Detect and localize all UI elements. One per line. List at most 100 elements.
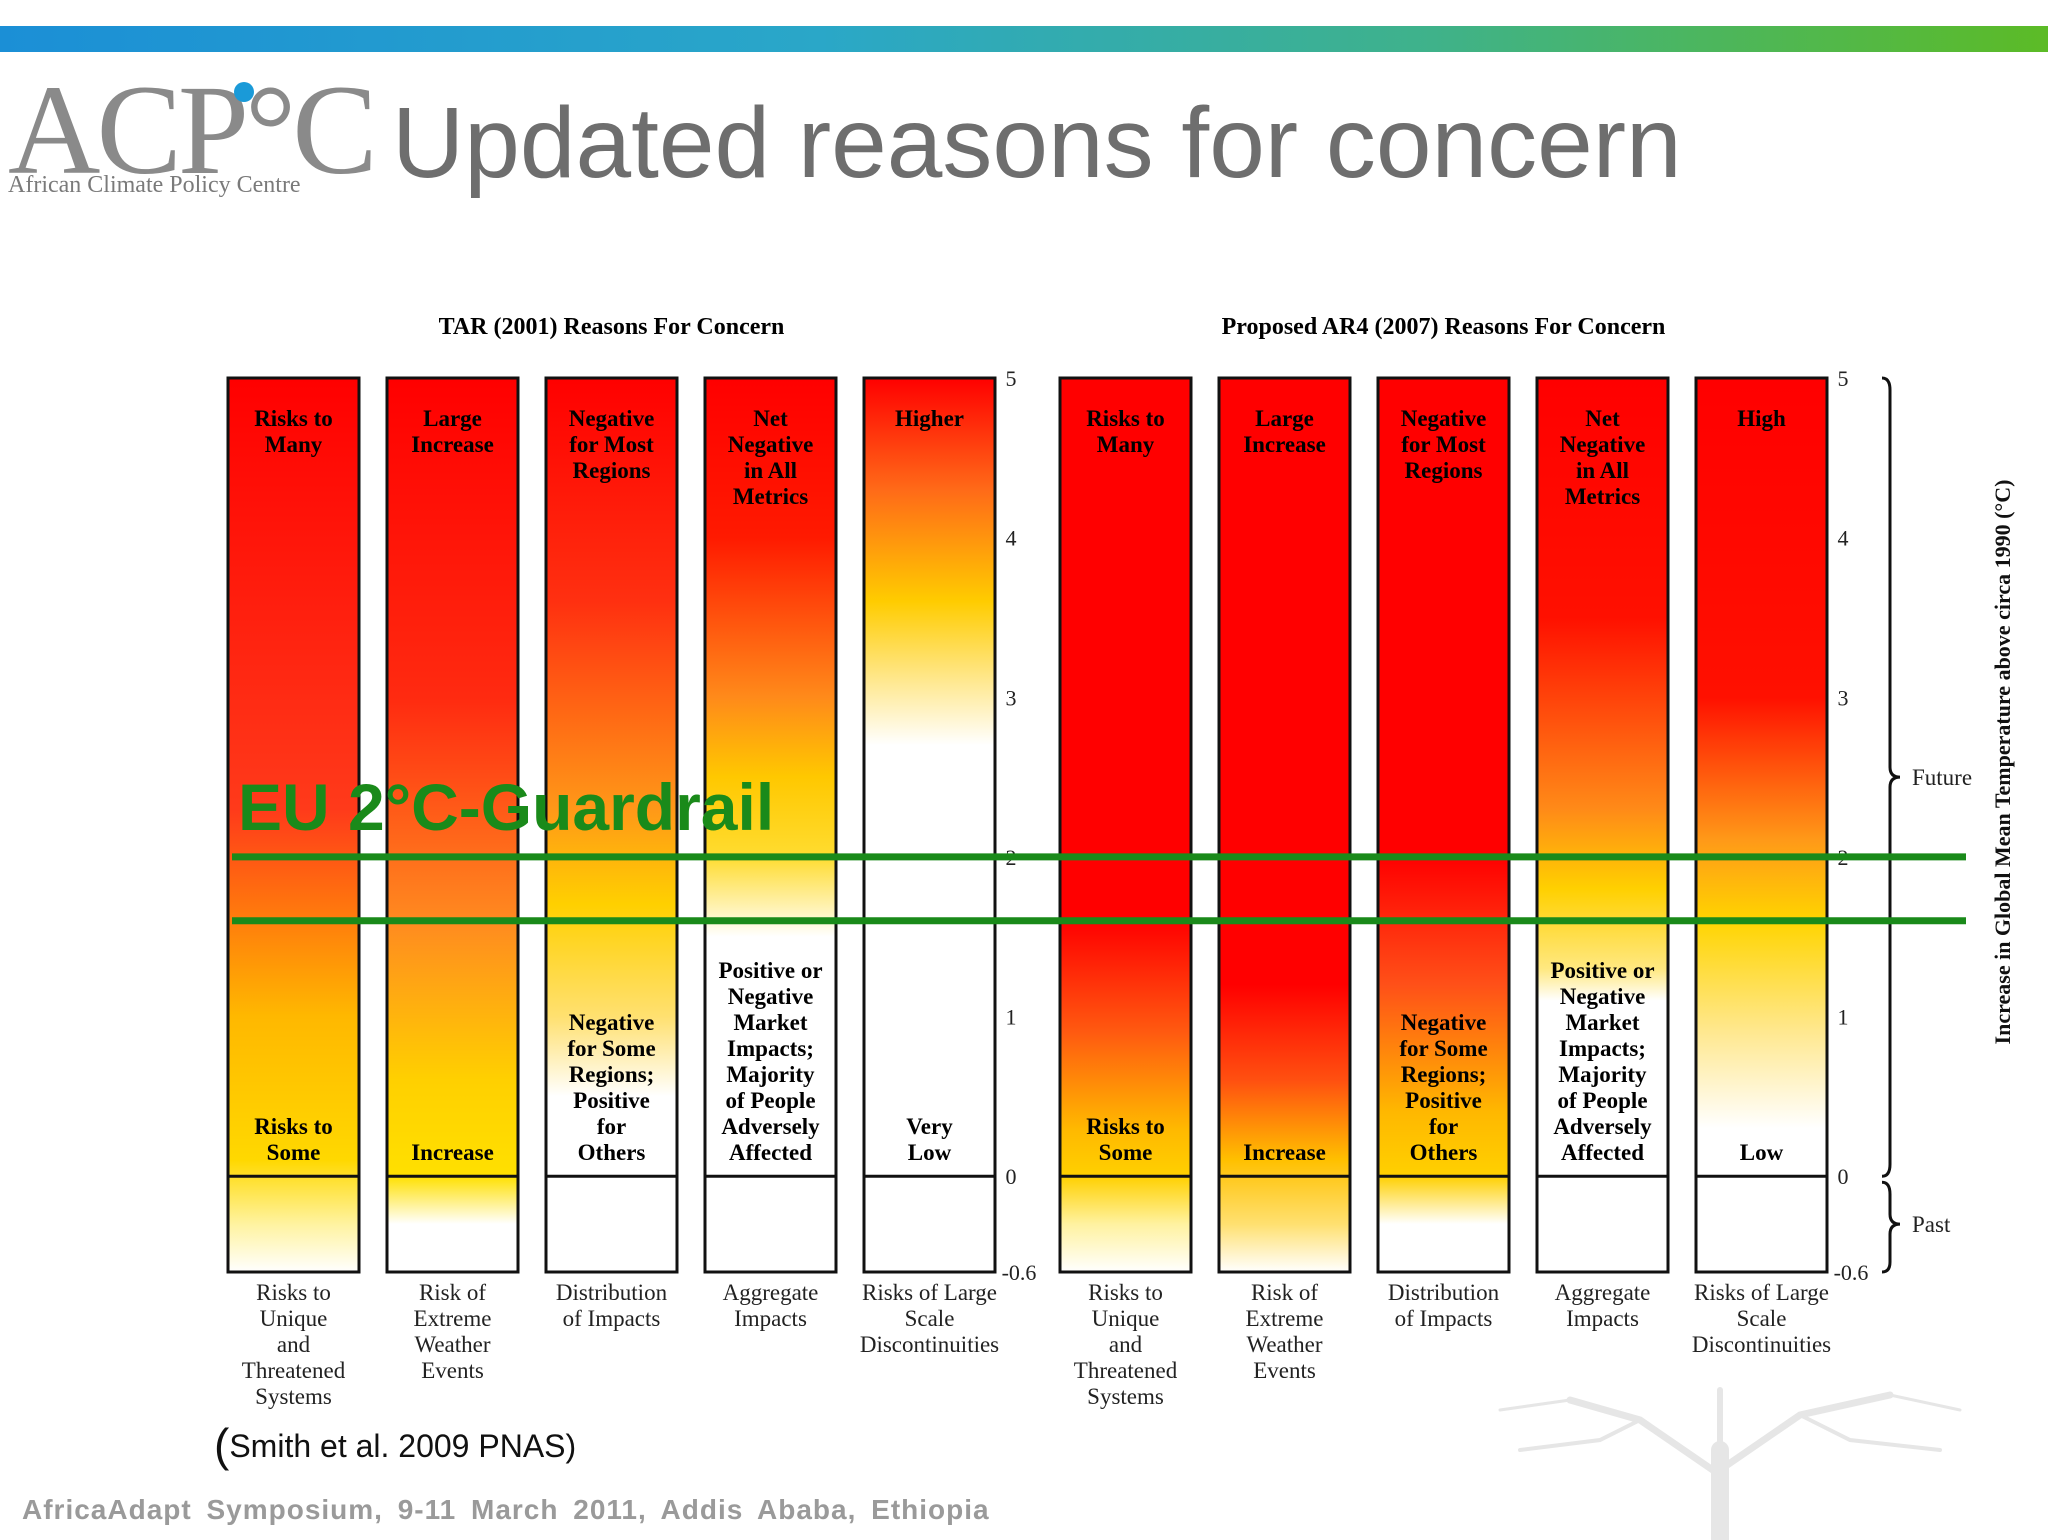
axis-tick-label: 1 bbox=[1006, 1005, 1017, 1030]
bar-bottom-label: Positive or bbox=[1550, 958, 1654, 983]
slide-title: Updated reasons for concern bbox=[392, 87, 1682, 199]
category-label: of Impacts bbox=[1395, 1306, 1493, 1331]
category-label: Risk of bbox=[1251, 1280, 1318, 1305]
bar-top-label: Net bbox=[1585, 406, 1620, 431]
bar-top-label: Regions bbox=[573, 458, 651, 483]
bar-bottom-label: for Some bbox=[567, 1036, 655, 1061]
bar-top-label: Negative bbox=[728, 432, 814, 457]
guardrail-label: EU 2°C-Guardrail bbox=[238, 770, 774, 844]
category-label: Discontinuities bbox=[1692, 1332, 1831, 1357]
axis-tick-label: -0.6 bbox=[1002, 1260, 1037, 1285]
category-label: Discontinuities bbox=[860, 1332, 999, 1357]
category-label: Distribution bbox=[1388, 1280, 1500, 1305]
bar-bottom-label: Market bbox=[733, 1010, 807, 1035]
bar-bottom-label: for Some bbox=[1399, 1036, 1487, 1061]
bar-bottom-label: Negative bbox=[1401, 1010, 1487, 1035]
logo-letters: ACP°C bbox=[8, 59, 378, 201]
bar-bottom-label: Positive or bbox=[718, 958, 822, 983]
category-label: Aggregate bbox=[1555, 1280, 1651, 1305]
bar-bottom-label: Majority bbox=[726, 1062, 815, 1087]
axis-tick-label: 3 bbox=[1006, 685, 1017, 710]
panel-title: TAR (2001) Reasons For Concern bbox=[439, 314, 785, 340]
citation-paren: ( bbox=[214, 1419, 230, 1471]
axis-tick-label: 0 bbox=[1838, 1164, 1849, 1189]
bar-bottom-label: of People bbox=[1557, 1088, 1647, 1113]
bar-bottom-label: Impacts; bbox=[1559, 1036, 1646, 1061]
y-axis-label: Increase in Global Mean Temperature abov… bbox=[1990, 480, 2015, 1045]
category-label: Impacts bbox=[1566, 1306, 1639, 1331]
category-label: of Impacts bbox=[563, 1306, 661, 1331]
bar-bottom-label: Adversely bbox=[1553, 1114, 1652, 1139]
category-label: Systems bbox=[255, 1384, 332, 1409]
category-label: Events bbox=[1253, 1358, 1316, 1383]
bar-bottom-label: of People bbox=[725, 1088, 815, 1113]
risk-bar bbox=[226, 376, 361, 1274]
citation-text: Smith et al. 2009 PNAS) bbox=[229, 1428, 577, 1464]
bar-top-label: Large bbox=[1255, 406, 1314, 431]
bar-top-label: Risks to bbox=[254, 406, 333, 431]
category-label: Unique bbox=[1092, 1306, 1160, 1331]
risk-bar bbox=[1376, 376, 1511, 1274]
bar-bottom-label: Increase bbox=[411, 1140, 494, 1165]
tree-watermark-icon bbox=[1498, 1387, 1962, 1540]
category-label: Risks to bbox=[256, 1280, 331, 1305]
axis-tick-label: -0.6 bbox=[1834, 1260, 1869, 1285]
category-label: Scale bbox=[1737, 1306, 1787, 1331]
axis-tick-label: 5 bbox=[1838, 366, 1849, 391]
risk-bar bbox=[1535, 376, 1670, 1274]
category-label: Impacts bbox=[734, 1306, 807, 1331]
risk-bar bbox=[703, 376, 838, 1274]
category-label: Weather bbox=[414, 1332, 490, 1357]
bar-top-label: Metrics bbox=[1565, 484, 1640, 509]
axis-tick-label: 5 bbox=[1006, 366, 1017, 391]
bar-bottom-label: Adversely bbox=[721, 1114, 820, 1139]
bar-top-label: Increase bbox=[411, 432, 494, 457]
bar-top-label: for Most bbox=[1401, 432, 1486, 457]
category-label: Scale bbox=[905, 1306, 955, 1331]
bar-bottom-label: Low bbox=[1740, 1140, 1784, 1165]
logo-dot bbox=[234, 82, 254, 102]
bar-bottom-label: Regions; bbox=[1401, 1062, 1487, 1087]
bar-bottom-label: Others bbox=[1410, 1140, 1478, 1165]
category-label: Aggregate bbox=[723, 1280, 819, 1305]
axis-tick-label: 4 bbox=[1006, 526, 1017, 551]
category-label: Threatened bbox=[1074, 1358, 1178, 1383]
category-label: Extreme bbox=[1246, 1306, 1324, 1331]
panel-title: Proposed AR4 (2007) Reasons For Concern bbox=[1222, 314, 1666, 340]
bar-bottom-label: Negative bbox=[569, 1010, 655, 1035]
bar-top-label: Large bbox=[423, 406, 482, 431]
bar-bottom-label: for bbox=[1429, 1114, 1458, 1139]
future-bracket bbox=[1881, 376, 1901, 1178]
bar-bottom-label: Very bbox=[906, 1114, 953, 1139]
category-label: Threatened bbox=[242, 1358, 346, 1383]
acpc-logo: ACP°C African Climate Policy Centre bbox=[8, 66, 378, 212]
bar-top-label: Higher bbox=[895, 406, 964, 431]
bar-bottom-label: Risks to bbox=[254, 1114, 333, 1139]
footer-text: AfricaAdapt Symposium, 9-11 March 2011, … bbox=[22, 1494, 990, 1525]
bar-top-label: Many bbox=[265, 432, 323, 457]
category-label: Distribution bbox=[556, 1280, 668, 1305]
risk-bar bbox=[1217, 376, 1352, 1274]
bar-bottom-label: Risks to bbox=[1086, 1114, 1165, 1139]
bar-bottom-label: Affected bbox=[729, 1140, 812, 1165]
past-label: Past bbox=[1912, 1212, 1951, 1237]
bar-top-label: for Most bbox=[569, 432, 654, 457]
category-label: Risks to bbox=[1088, 1280, 1163, 1305]
category-label: Risks of Large bbox=[1694, 1280, 1829, 1305]
axis-tick-label: 4 bbox=[1838, 526, 1849, 551]
category-label: Extreme bbox=[414, 1306, 492, 1331]
category-label: and bbox=[277, 1332, 311, 1357]
risk-bar bbox=[385, 376, 520, 1274]
bar-bottom-label: Positive bbox=[1405, 1088, 1482, 1113]
category-label: and bbox=[1109, 1332, 1143, 1357]
bar-top-label: in All bbox=[744, 458, 797, 483]
bar-bottom-label: Negative bbox=[1560, 984, 1646, 1009]
bar-top-label: Regions bbox=[1405, 458, 1483, 483]
bar-top-label: Metrics bbox=[733, 484, 808, 509]
logo-subtitle: African Climate Policy Centre bbox=[8, 172, 301, 198]
bar-top-label: in All bbox=[1576, 458, 1629, 483]
bar-top-label: Risks to bbox=[1086, 406, 1165, 431]
bar-bottom-label: Majority bbox=[1558, 1062, 1647, 1087]
past-bracket bbox=[1881, 1180, 1901, 1274]
future-label: Future bbox=[1912, 765, 1972, 790]
